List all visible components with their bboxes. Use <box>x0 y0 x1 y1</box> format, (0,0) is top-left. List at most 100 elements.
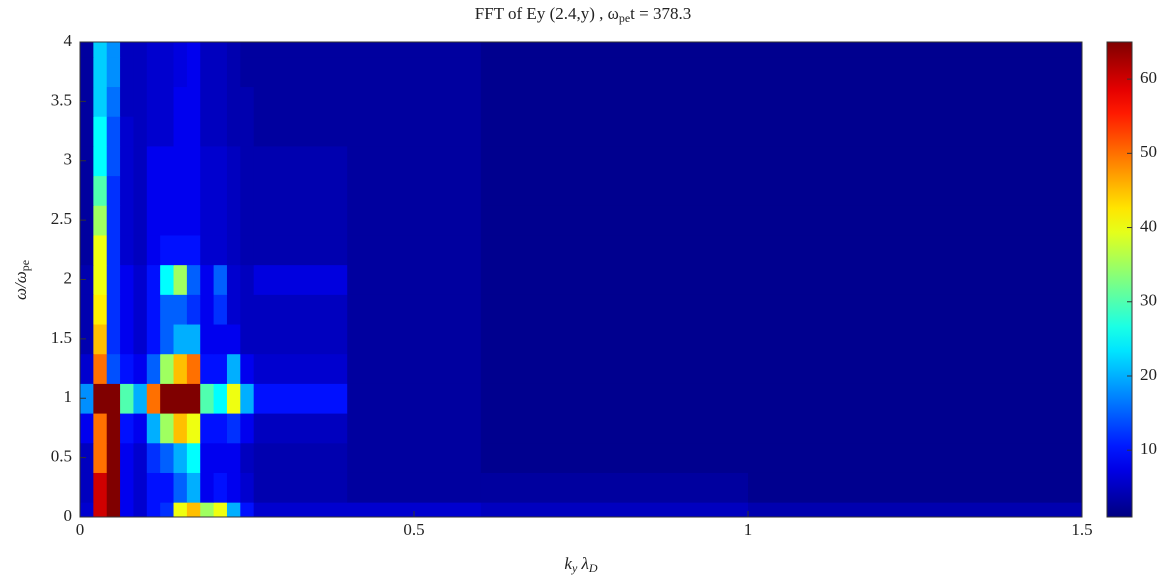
heatmap-cell <box>240 42 255 58</box>
heatmap-cell <box>748 413 1083 444</box>
heatmap-cell <box>146 264 161 295</box>
heatmap-cell <box>80 353 94 384</box>
heatmap-cell <box>253 324 348 355</box>
heatmap-cell <box>253 145 348 177</box>
x-tick-label: 1.5 <box>1071 520 1092 539</box>
heatmap-cell <box>480 234 749 266</box>
heatmap-cell <box>200 56 215 88</box>
heatmap-cell <box>480 116 749 147</box>
heatmap-cell <box>480 413 749 444</box>
heatmap-cell <box>240 324 255 355</box>
y-tick-label: 3.5 <box>51 90 72 109</box>
heatmap-cell <box>213 383 228 414</box>
heatmap-cell <box>213 234 228 266</box>
heatmap-cell <box>253 264 348 295</box>
heatmap-cell <box>160 324 175 355</box>
heatmap-cell <box>240 413 255 444</box>
heatmap-cell <box>347 442 482 473</box>
heatmap-cell <box>253 234 348 266</box>
heatmap-cell <box>213 324 228 355</box>
heatmap-cell <box>80 42 94 58</box>
heatmap-cell <box>80 472 94 503</box>
heatmap-cell <box>186 472 201 503</box>
heatmap-cell <box>120 145 134 177</box>
heatmap-cell <box>173 353 188 384</box>
heatmap-cell <box>160 264 175 295</box>
title-text: FFT of Ey (2.4,y) , ω <box>475 4 619 23</box>
heatmap-cell <box>213 353 228 384</box>
heatmap-cell <box>347 116 482 147</box>
heatmap-cell <box>213 175 228 206</box>
heatmap-cell <box>186 145 201 177</box>
heatmap-cell <box>200 145 215 177</box>
heatmap-cell <box>173 175 188 206</box>
heatmap-cell <box>146 175 161 206</box>
heatmap-cell <box>146 116 161 147</box>
heatmap-cell <box>213 205 228 236</box>
heatmap-cell <box>106 205 121 236</box>
heatmap-cell <box>133 145 148 177</box>
heatmap-cell <box>186 264 201 295</box>
heatmap-cell <box>160 502 175 518</box>
heatmap-cell <box>80 175 94 206</box>
heatmap-cell <box>93 264 108 295</box>
heatmap-cell <box>80 234 94 266</box>
heatmap-cell <box>133 472 148 503</box>
heatmap-cell <box>347 294 482 325</box>
heatmap-cell <box>200 205 215 236</box>
heatmap-cell <box>253 42 348 58</box>
x-label-sub: D <box>588 561 598 575</box>
heatmap-cell <box>173 205 188 236</box>
heatmap-cell <box>120 86 134 117</box>
heatmap-cell <box>120 442 134 473</box>
heatmap-cell <box>748 324 1083 355</box>
heatmap-cell <box>213 472 228 503</box>
heatmap-cell <box>146 42 161 58</box>
y-tick-label: 3 <box>64 150 73 169</box>
heatmap-cell <box>146 353 161 384</box>
heatmap-cell <box>480 294 749 325</box>
heatmap-cell <box>186 294 201 325</box>
heatmap-cell <box>240 353 255 384</box>
heatmap-cell <box>120 294 134 325</box>
heatmap-cell <box>133 264 148 295</box>
heatmap-cell <box>213 56 228 88</box>
y-tick-label: 4 <box>64 31 73 50</box>
heatmap-cell <box>240 502 255 518</box>
heatmap-cell <box>200 294 215 325</box>
y-tick-label: 1 <box>64 387 73 406</box>
heatmap-cell <box>213 42 228 58</box>
heatmap-cell <box>120 383 134 414</box>
heatmap-cell <box>80 383 94 414</box>
heatmap-cell <box>133 116 148 147</box>
heatmap-cell <box>186 502 201 518</box>
heatmap-cell <box>240 383 255 414</box>
title-sub: pe <box>619 11 630 25</box>
heatmap-cell <box>146 234 161 266</box>
heatmap-cell <box>240 264 255 295</box>
heatmap-cell <box>200 264 215 295</box>
title-text: t = 378.3 <box>630 4 691 23</box>
heatmap-cell <box>120 175 134 206</box>
heatmap-cell <box>173 116 188 147</box>
heatmap-cell <box>173 234 188 266</box>
heatmap-cell <box>347 175 482 206</box>
heatmap-cell <box>133 205 148 236</box>
heatmap-cell <box>133 234 148 266</box>
heatmap-cell <box>226 383 241 414</box>
heatmap-cell <box>347 86 482 117</box>
heatmap-cell <box>106 234 121 266</box>
heatmap-cell <box>160 175 175 206</box>
heatmap-cell <box>253 383 348 414</box>
heatmap-cell <box>226 413 241 444</box>
heatmap-cell <box>213 86 228 117</box>
heatmap-cell <box>93 383 108 414</box>
heatmap-cell <box>186 442 201 473</box>
heatmap-cell <box>748 234 1083 266</box>
colorbar-tick-label: 30 <box>1140 291 1157 310</box>
x-tick-label: 1 <box>744 520 753 539</box>
heatmap-cell <box>480 205 749 236</box>
heatmap-cell <box>240 86 255 117</box>
heatmap-cell <box>748 56 1083 88</box>
heatmap-cell <box>200 324 215 355</box>
